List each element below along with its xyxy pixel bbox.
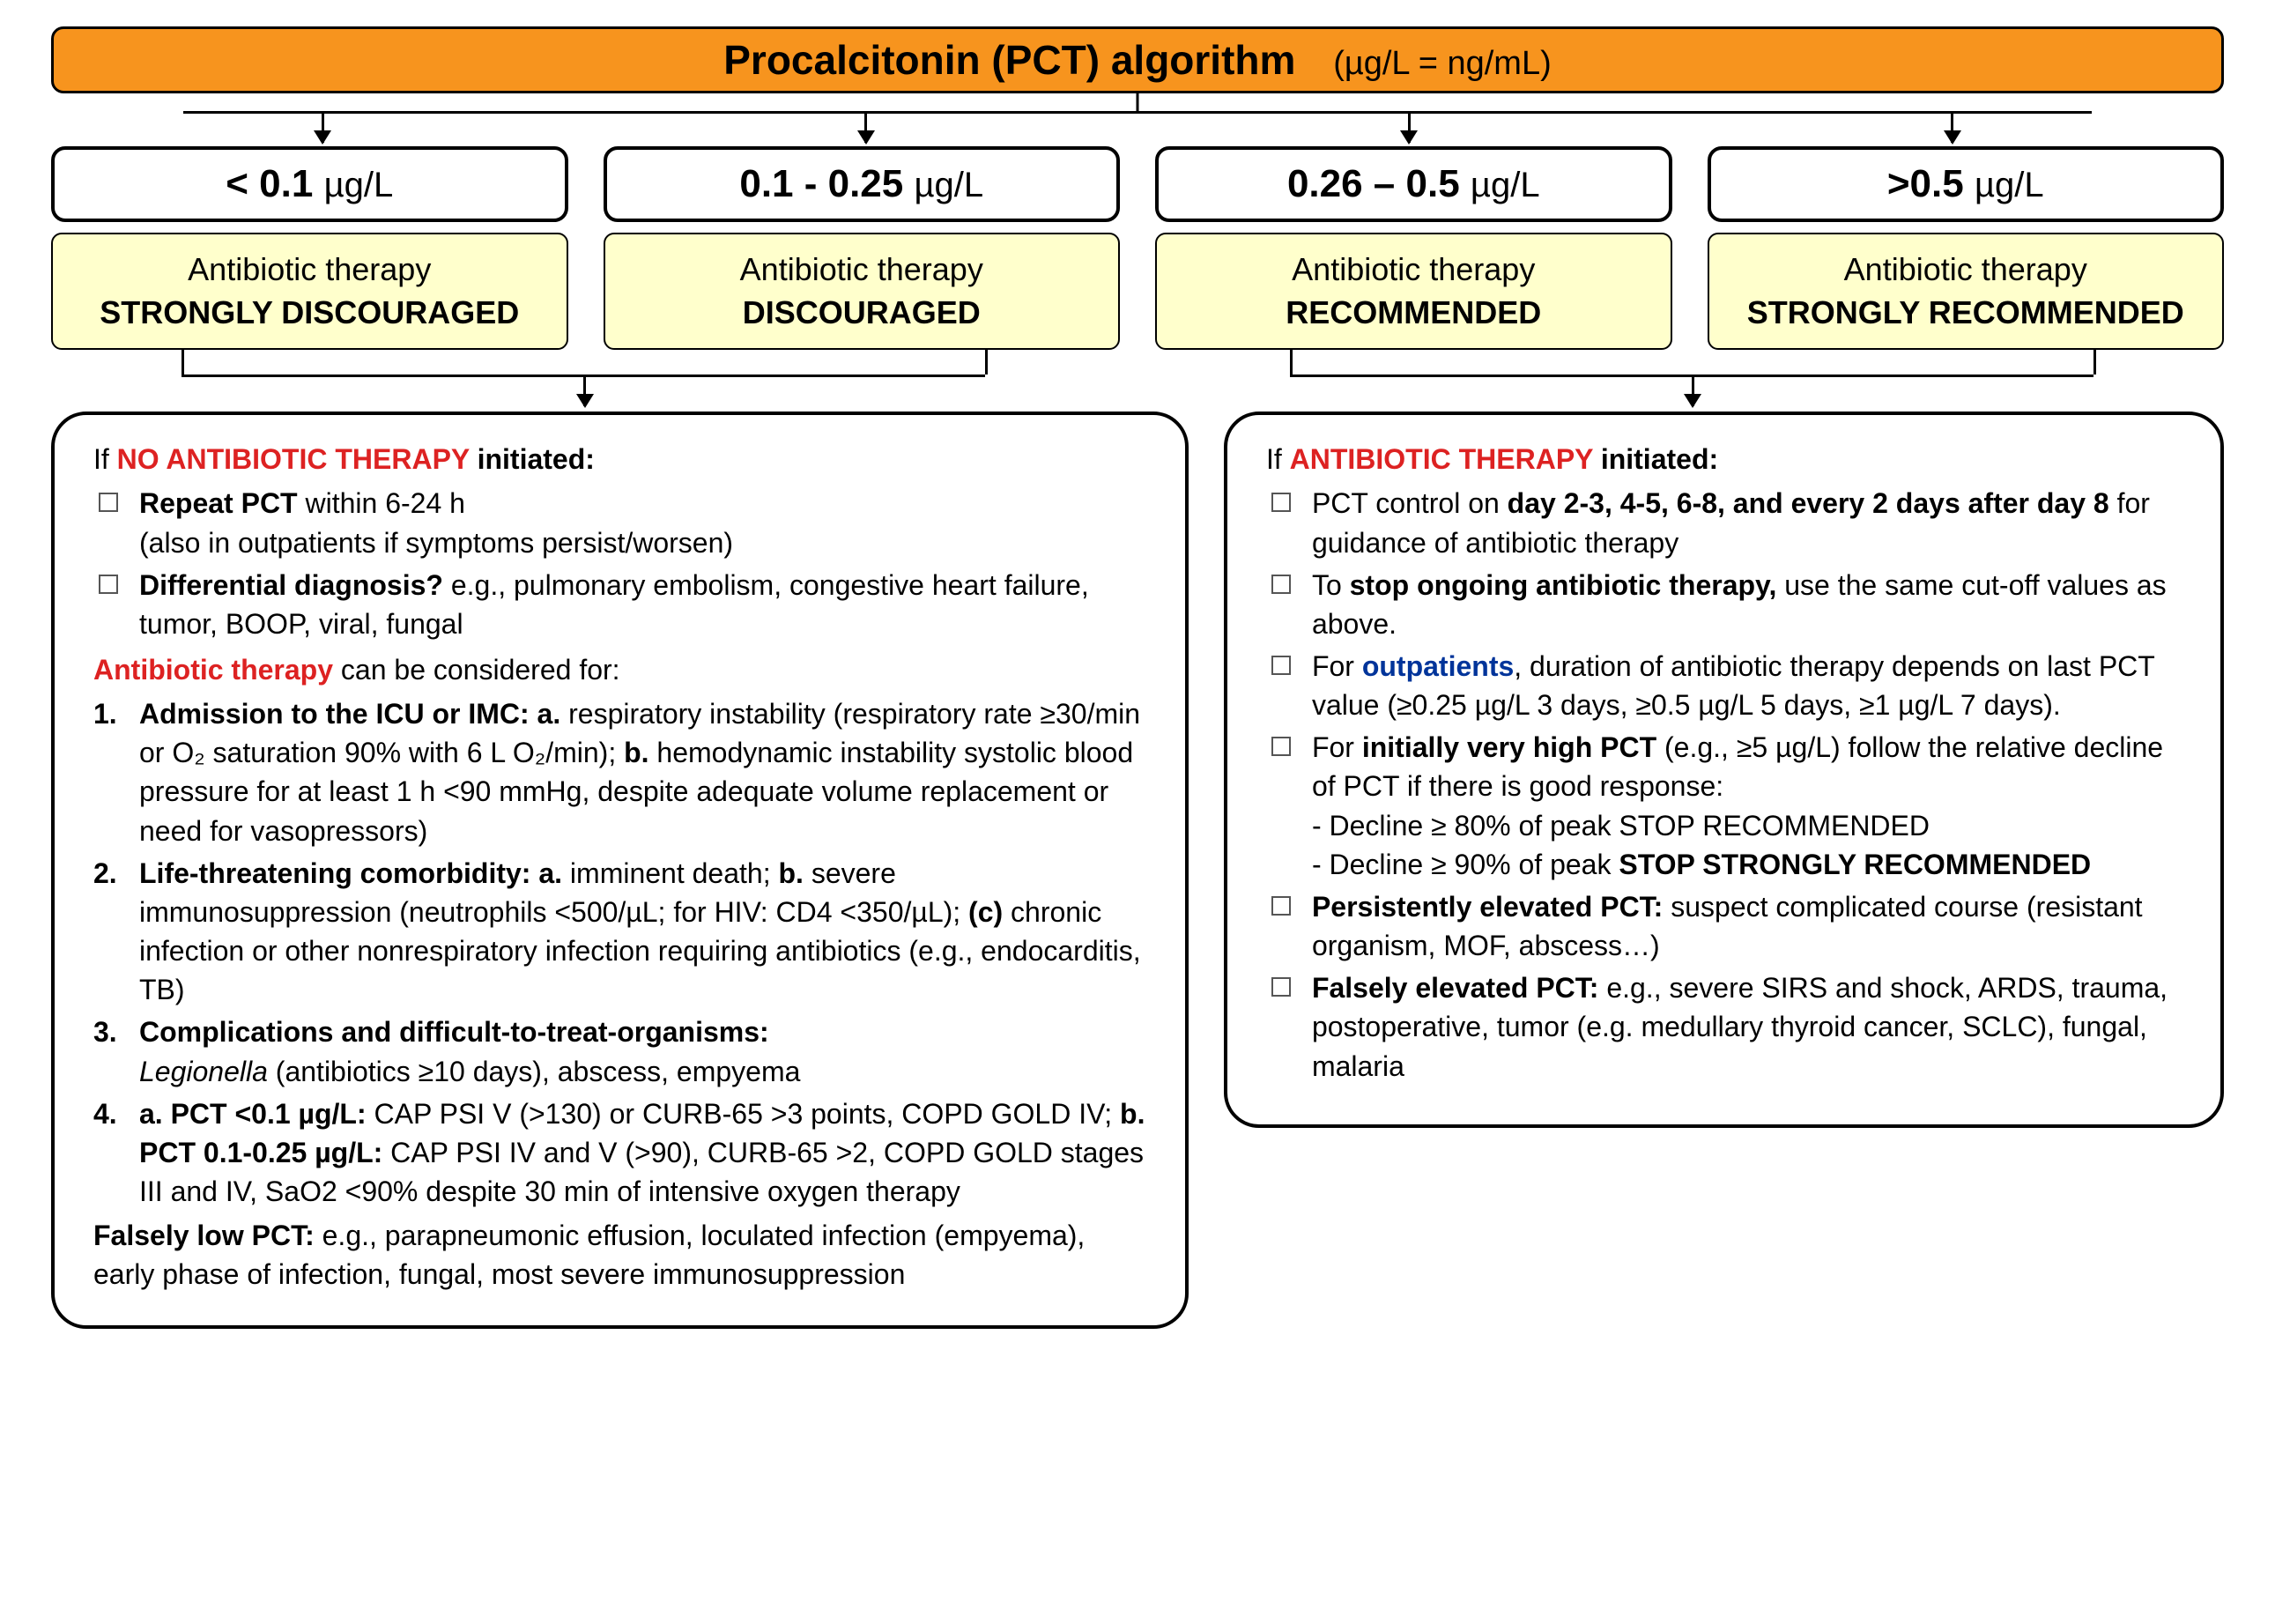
left-numlist: 1. Admission to the ICU or IMC: a. respi… bbox=[93, 694, 1146, 1211]
right-bullets: PCT control on day 2-3, 4-5, 6-8, and ev… bbox=[1266, 484, 2182, 1085]
rec-box-1: Antibiotic therapy STRONGLY DISCOURAGED bbox=[51, 233, 568, 350]
range-value: < 0.1 bbox=[226, 162, 313, 205]
rec-box-4: Antibiotic therapy STRONGLY RECOMMENDED bbox=[1708, 233, 2225, 350]
range-box-4: >0.5 µg/L bbox=[1708, 146, 2225, 222]
title: Procalcitonin (PCT) algorithm bbox=[723, 37, 1295, 83]
range-value: 0.26 – 0.5 bbox=[1287, 162, 1460, 205]
rec-lead: Antibiotic therapy bbox=[1166, 248, 1662, 292]
rec-lead: Antibiotic therapy bbox=[614, 248, 1110, 292]
falsely-low: Falsely low PCT: e.g., parapneumonic eff… bbox=[93, 1216, 1146, 1294]
rec-box-2: Antibiotic therapy DISCOURAGED bbox=[604, 233, 1121, 350]
list-item: Falsely elevated PCT: e.g., severe SIRS … bbox=[1266, 968, 2182, 1085]
left-heading-2: Antibiotic therapy can be considered for… bbox=[93, 650, 1146, 689]
title-units-note: (µg/L = ng/mL) bbox=[1333, 45, 1552, 82]
range-row: < 0.1 µg/L Antibiotic therapy STRONGLY D… bbox=[26, 146, 2249, 350]
list-item: 2. Life-threatening comorbidity: a. immi… bbox=[93, 854, 1146, 1010]
rec-lead: Antibiotic therapy bbox=[62, 248, 558, 292]
right-heading-1: If ANTIBIOTIC THERAPY initiated: bbox=[1266, 440, 2182, 478]
rec-verdict: STRONGLY DISCOURAGED bbox=[62, 292, 558, 335]
rec-lead: Antibiotic therapy bbox=[1718, 248, 2214, 292]
range-box-1: < 0.1 µg/L bbox=[51, 146, 568, 222]
range-box-3: 0.26 – 0.5 µg/L bbox=[1155, 146, 1672, 222]
list-item: 1. Admission to the ICU or IMC: a. respi… bbox=[93, 694, 1146, 850]
range-value: 0.1 - 0.25 bbox=[739, 162, 903, 205]
left-heading-1: If NO ANTIBIOTIC THERAPY initiated: bbox=[93, 440, 1146, 478]
detail-left: If NO ANTIBIOTIC THERAPY initiated: Repe… bbox=[51, 412, 1189, 1329]
list-item: Differential diagnosis? e.g., pulmonary … bbox=[93, 566, 1146, 643]
list-item: For initially very high PCT (e.g., ≥5 µg… bbox=[1266, 728, 2182, 884]
range-unit: µg/L bbox=[1471, 166, 1540, 204]
list-item: For outpatients, duration of antibiotic … bbox=[1266, 647, 2182, 724]
rec-verdict: RECOMMENDED bbox=[1166, 292, 1662, 335]
list-item: Repeat PCT within 6-24 h (also in outpat… bbox=[93, 484, 1146, 561]
range-box-2: 0.1 - 0.25 µg/L bbox=[604, 146, 1121, 222]
list-item: PCT control on day 2-3, 4-5, 6-8, and ev… bbox=[1266, 484, 2182, 561]
left-bullets-1: Repeat PCT within 6-24 h (also in outpat… bbox=[93, 484, 1146, 643]
header-bar: Procalcitonin (PCT) algorithm (µg/L = ng… bbox=[51, 26, 2224, 93]
details-row: If NO ANTIBIOTIC THERAPY initiated: Repe… bbox=[26, 412, 2249, 1329]
rec-verdict: DISCOURAGED bbox=[614, 292, 1110, 335]
algorithm-diagram: Procalcitonin (PCT) algorithm (µg/L = ng… bbox=[26, 26, 2249, 1329]
detail-right: If ANTIBIOTIC THERAPY initiated: PCT con… bbox=[1224, 412, 2224, 1128]
mid-connector bbox=[51, 350, 2224, 412]
list-item: 4. a. PCT <0.1 µg/L: CAP PSI V (>130) or… bbox=[93, 1094, 1146, 1211]
range-unit: µg/L bbox=[1975, 166, 2044, 204]
list-item: 3. Complications and difficult-to-treat-… bbox=[93, 1012, 1146, 1090]
list-item: To stop ongoing antibiotic therapy, use … bbox=[1266, 566, 2182, 643]
range-value: >0.5 bbox=[1887, 162, 1964, 205]
list-item: Persistently elevated PCT: suspect compl… bbox=[1266, 887, 2182, 965]
top-connector bbox=[51, 93, 2224, 146]
range-unit: µg/L bbox=[914, 166, 983, 204]
range-unit: µg/L bbox=[324, 166, 394, 204]
rec-verdict: STRONGLY RECOMMENDED bbox=[1718, 292, 2214, 335]
rec-box-3: Antibiotic therapy RECOMMENDED bbox=[1155, 233, 1672, 350]
